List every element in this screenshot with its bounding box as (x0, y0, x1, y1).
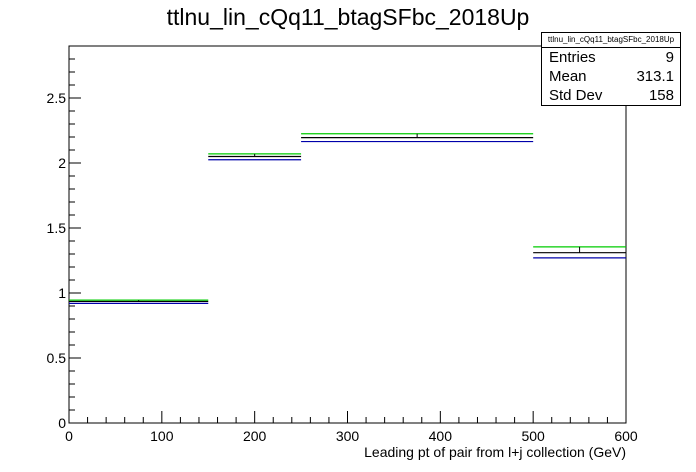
axis-ticks (68, 45, 627, 424)
stats-stddev-label: Std Dev (549, 87, 603, 104)
stats-mean-label: Mean (549, 68, 587, 85)
chart-title: ttlnu_lin_cQq11_btagSFbc_2018Up (167, 4, 530, 30)
x-tick-label: 200 (243, 428, 267, 444)
stats-stddev-value: 158 (648, 87, 674, 104)
y-tick-label: 1 (58, 285, 66, 301)
x-tick-label: 400 (429, 428, 453, 444)
y-tick-label: 1.5 (47, 220, 67, 236)
stats-mean-value: 313.1 (636, 68, 674, 85)
stats-box: ttlnu_lin_cQq11_btagSFbc_2018Up Entries … (541, 32, 681, 106)
stats-entries-value: 9 (665, 49, 674, 66)
x-tick-label: 600 (614, 428, 638, 444)
stats-title: ttlnu_lin_cQq11_btagSFbc_2018Up (542, 33, 680, 48)
x-tick-label: 0 (65, 428, 73, 444)
x-tick-label: 500 (521, 428, 545, 444)
stats-row-mean: Mean 313.1 (542, 67, 680, 86)
y-tick-label: 2 (58, 155, 66, 171)
x-tick-labels: 0 100 200 300 400 500 600 (65, 428, 638, 444)
y-tick-label: 0 (58, 415, 66, 431)
histogram-bins (69, 133, 626, 304)
y-tick-label: 2.5 (47, 90, 67, 106)
x-tick-label: 300 (336, 428, 360, 444)
y-tick-label: 0.5 (47, 350, 67, 366)
stats-row-stddev: Std Dev 158 (542, 86, 680, 105)
stats-row-entries: Entries 9 (542, 48, 680, 67)
y-tick-labels: 0 0.5 1 1.5 2 2.5 (47, 90, 67, 431)
x-axis-label: Leading pt of pair from l+j collection (… (364, 444, 626, 460)
stats-entries-label: Entries (549, 49, 596, 66)
x-tick-label: 100 (150, 428, 174, 444)
